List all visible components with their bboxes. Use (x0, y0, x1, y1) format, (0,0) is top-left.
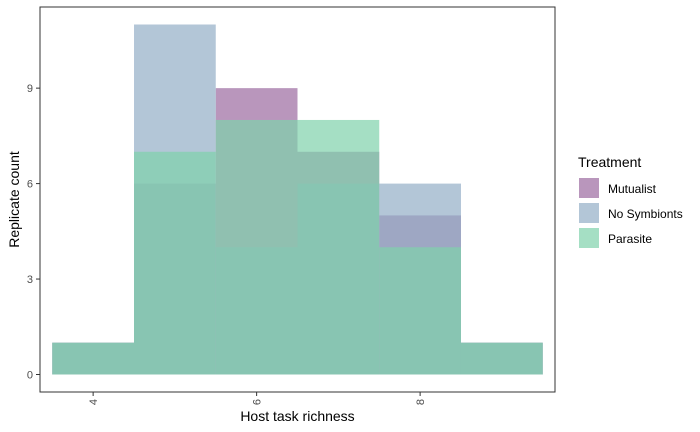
y-tick-label-0: 0 (27, 370, 33, 382)
panel-border (39, 6, 556, 393)
x-tick-label-4: 4 (88, 399, 100, 405)
y-tick-label-9: 9 (27, 83, 33, 95)
bar-parasite-8 (379, 247, 461, 375)
bar-parasite-6 (215, 119, 298, 375)
legend-swatch-parasite (579, 228, 599, 248)
x-tick-label-6: 6 (252, 399, 264, 405)
y-axis-title: Replicate count (6, 151, 22, 248)
legend-label-parasite: Parasite (608, 232, 652, 246)
plot-area (39, 6, 556, 393)
y-tick-label-3: 3 (27, 274, 33, 286)
bar-parasite-7 (297, 119, 380, 375)
bar-parasite-9 (460, 342, 543, 375)
bars-layer (52, 24, 543, 375)
legend-title: Treatment (578, 154, 641, 170)
y-axis: 0 3 6 9 (27, 83, 40, 382)
x-tick-label-8: 8 (415, 399, 427, 405)
bar-parasite-4 (52, 342, 135, 375)
legend-swatch-no-symbionts (579, 203, 599, 223)
x-axis: 4 6 8 (88, 392, 427, 405)
legend-label-mutualist: Mutualist (608, 182, 657, 196)
bar-parasite-5 (134, 151, 216, 375)
legend: Treatment Mutualist No Symbionts Parasite (578, 154, 683, 249)
x-axis-title: Host task richness (240, 408, 354, 424)
legend-label-no-symbionts: No Symbionts (608, 207, 683, 221)
legend-swatch-mutualist (579, 178, 599, 198)
y-tick-label-6: 6 (27, 179, 33, 191)
